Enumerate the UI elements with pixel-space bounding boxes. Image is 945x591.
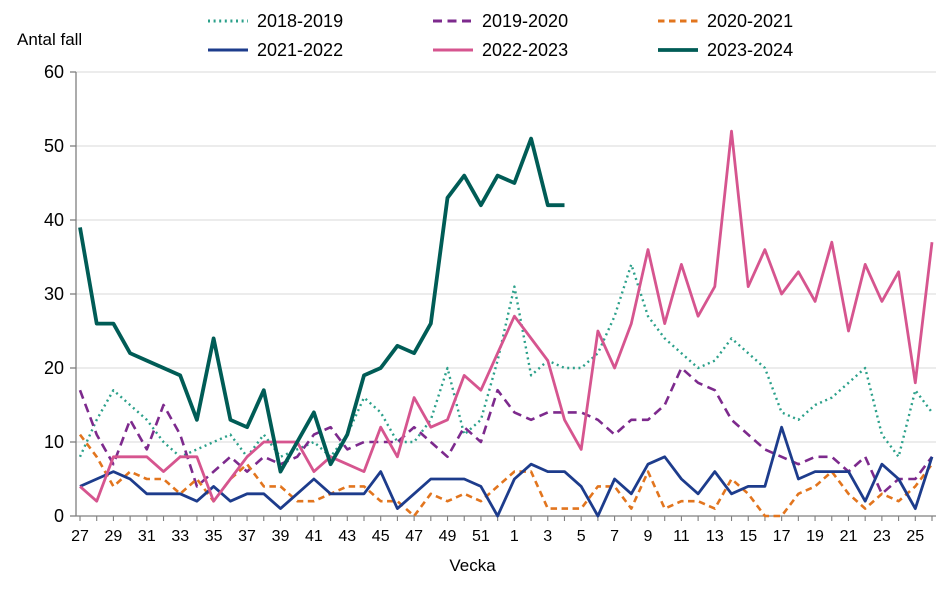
svg-text:43: 43: [338, 528, 356, 545]
svg-text:5: 5: [577, 528, 586, 545]
series-line-2022-2023: [79, 129, 934, 503]
svg-text:37: 37: [238, 528, 256, 545]
legend-item-2023-2024: 2023-2024: [657, 37, 882, 63]
svg-text:23: 23: [873, 528, 891, 545]
svg-text:10: 10: [44, 432, 64, 452]
svg-text:31: 31: [138, 528, 156, 545]
legend-item-2020-2021: 2020-2021: [657, 8, 882, 34]
legend-label: 2020-2021: [707, 10, 794, 31]
svg-text:35: 35: [205, 528, 223, 545]
svg-text:30: 30: [44, 284, 64, 304]
legend-line-sample-icon: [658, 48, 698, 52]
legend-line-sample-icon: [433, 19, 473, 23]
series-line-2021-2022: [79, 425, 934, 518]
svg-text:9: 9: [644, 528, 653, 545]
y-axis-title: Antal fall: [17, 30, 83, 49]
series-line-2018-2019: [78, 263, 933, 458]
legend-item-2019-2020: 2019-2020: [432, 8, 657, 34]
legend-label: 2019-2020: [482, 10, 569, 31]
legend-label: 2022-2023: [482, 39, 569, 60]
svg-text:20: 20: [44, 358, 64, 378]
legend-item-2021-2022: 2021-2022: [207, 37, 432, 63]
legend-label: 2021-2022: [257, 39, 344, 60]
svg-text:13: 13: [706, 528, 724, 545]
svg-text:50: 50: [44, 136, 64, 156]
series-line-2020-2021: [78, 433, 934, 518]
svg-text:19: 19: [806, 528, 824, 545]
svg-text:7: 7: [610, 528, 619, 545]
svg-text:41: 41: [305, 528, 323, 545]
svg-text:39: 39: [272, 528, 290, 545]
x-axis-ticks-labels: 27 29 31 33 35 37 39 41 43 45 47 49 51 1 3 5 7 9 11 13 15 17 1…: [71, 516, 933, 545]
svg-text:17: 17: [773, 528, 791, 545]
svg-text:11: 11: [673, 528, 690, 545]
legend-label: 2018-2019: [257, 10, 344, 31]
svg-text:47: 47: [405, 528, 423, 545]
svg-text:51: 51: [472, 528, 490, 545]
svg-text:40: 40: [44, 210, 64, 230]
chart-legend: 2018-2019 2019-2020 2020-2021 2021-2022 …: [207, 8, 882, 63]
series-line-2019-2020: [78, 366, 934, 496]
legend-line-sample-icon: [208, 48, 248, 52]
legend-line-sample-icon: [658, 19, 698, 23]
svg-text:33: 33: [171, 528, 189, 545]
svg-text:49: 49: [439, 528, 457, 545]
y-axis-ticks-labels: 0 10 20 30 40 50 60: [44, 62, 76, 526]
svg-text:3: 3: [543, 528, 552, 545]
svg-text:0: 0: [54, 506, 64, 526]
legend-item-2022-2023: 2022-2023: [432, 37, 657, 63]
svg-text:60: 60: [44, 62, 64, 82]
svg-text:21: 21: [840, 528, 858, 545]
legend-item-2018-2019: 2018-2019: [207, 8, 432, 34]
svg-text:25: 25: [906, 528, 924, 545]
svg-text:27: 27: [71, 528, 89, 545]
svg-text:45: 45: [372, 528, 390, 545]
svg-text:1: 1: [510, 528, 519, 545]
legend-label: 2023-2024: [707, 39, 794, 60]
legend-line-sample-icon: [208, 19, 248, 23]
legend-line-sample-icon: [433, 48, 473, 52]
x-axis-title: Vecka: [449, 556, 496, 575]
series-line-2023-2024: [78, 136, 565, 474]
svg-text:29: 29: [105, 528, 123, 545]
svg-text:15: 15: [739, 528, 757, 545]
